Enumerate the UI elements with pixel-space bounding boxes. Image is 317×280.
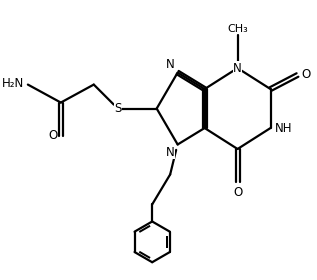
Text: N: N — [233, 62, 242, 74]
Text: CH₃: CH₃ — [227, 24, 248, 34]
Text: O: O — [301, 69, 310, 81]
Text: NH: NH — [275, 122, 293, 134]
Text: O: O — [233, 186, 242, 199]
Text: N: N — [166, 58, 175, 71]
Text: N: N — [166, 146, 175, 159]
Text: S: S — [114, 102, 121, 115]
Text: H₂N: H₂N — [2, 76, 24, 90]
Text: O: O — [48, 129, 57, 142]
